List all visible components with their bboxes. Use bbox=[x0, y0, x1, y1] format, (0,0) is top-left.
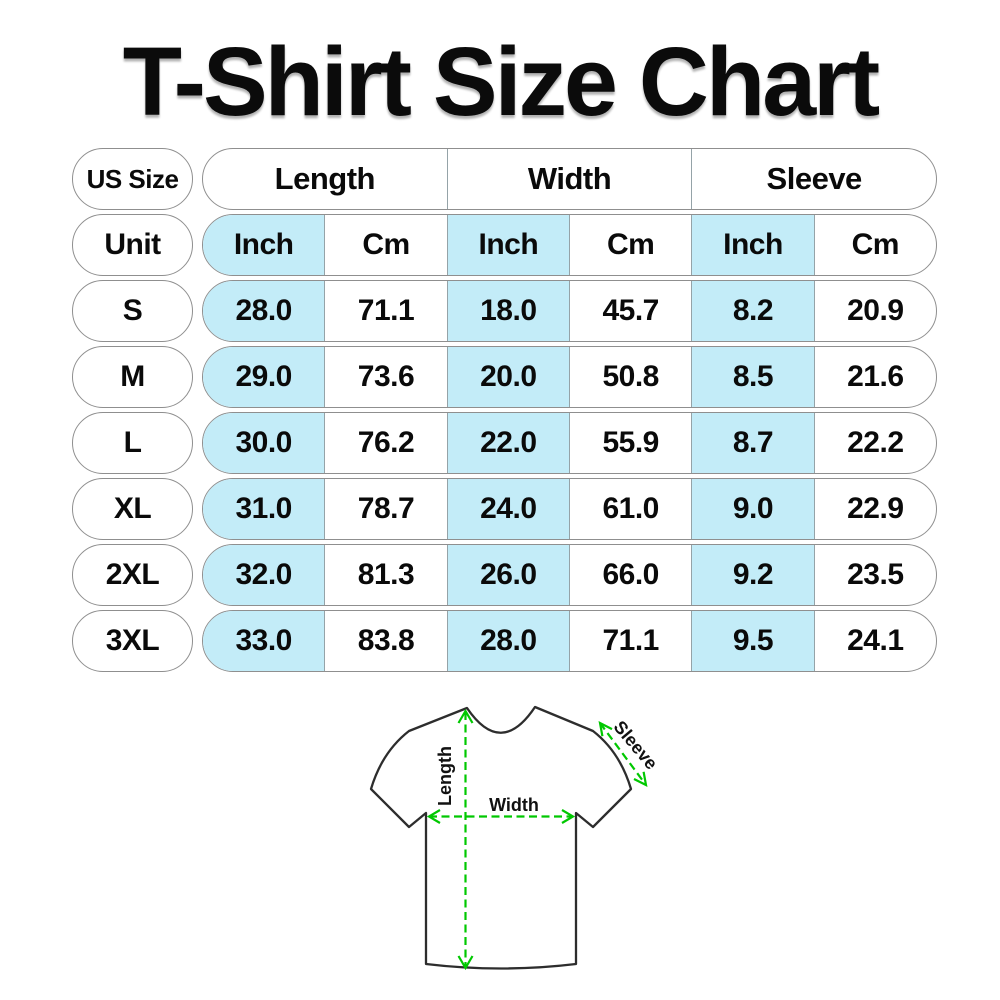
cell-sleeve-cm: 21.6 bbox=[847, 360, 904, 393]
size-row-values: 32.0 81.3 26.0 66.0 9.2 23.5 bbox=[202, 544, 937, 606]
length-arrow bbox=[457, 708, 474, 971]
cell-length-cm: 76.2 bbox=[325, 413, 448, 473]
group-header-length: Length bbox=[203, 149, 448, 209]
size-table: US Size Length Width Sleeve Unit Inch Cm… bbox=[72, 148, 937, 672]
cell-sleeve-cm: 20.9 bbox=[847, 294, 904, 327]
cell-sleeve-inch: 8.7 bbox=[692, 413, 815, 473]
size-label: 2XL bbox=[72, 544, 193, 606]
cell-width-inch: 26.0 bbox=[447, 545, 570, 605]
cell-width-cm: 45.7 bbox=[570, 281, 693, 341]
cell-width-cm: 50.8 bbox=[570, 347, 693, 407]
cell-length-cm: 81.3 bbox=[325, 545, 448, 605]
cell-width-inch: 20.0 bbox=[447, 347, 570, 407]
cell-sleeve-inch: 9.2 bbox=[692, 545, 815, 605]
length-arrow-label: Length bbox=[435, 746, 455, 806]
cell-width-cm: 55.9 bbox=[570, 413, 693, 473]
unit-cell-width-cm: Cm bbox=[570, 215, 693, 275]
size-row-l: L 30.0 76.2 22.0 55.9 8.7 22.2 bbox=[72, 412, 937, 474]
size-row-2xl: 2XL 32.0 81.3 26.0 66.0 9.2 23.5 bbox=[72, 544, 937, 606]
size-row-s: S 28.0 71.1 18.0 45.7 8.2 20.9 bbox=[72, 280, 937, 342]
unit-cell-sleeve-cm: Cm bbox=[851, 228, 900, 261]
cell-width-inch: 24.0 bbox=[447, 479, 570, 539]
width-arrow-label: Width bbox=[489, 795, 539, 815]
size-row-m: M 29.0 73.6 20.0 50.8 8.5 21.6 bbox=[72, 346, 937, 408]
unit-cell-length-inch: Inch bbox=[203, 215, 326, 275]
cell-length-cm: 83.8 bbox=[325, 611, 448, 671]
cell-length-inch: 31.0 bbox=[203, 479, 326, 539]
size-label: XL bbox=[72, 478, 193, 540]
width-arrow bbox=[426, 809, 576, 824]
table-header-row: US Size Length Width Sleeve bbox=[72, 148, 937, 210]
cell-length-inch: 30.0 bbox=[203, 413, 326, 473]
cell-length-inch: 29.0 bbox=[203, 347, 326, 407]
cell-length-inch: 33.0 bbox=[203, 611, 326, 671]
size-row-values: 28.0 71.1 18.0 45.7 8.2 20.9 bbox=[202, 280, 937, 342]
cell-length-cm: 73.6 bbox=[325, 347, 448, 407]
cell-sleeve-inch: 9.0 bbox=[692, 479, 815, 539]
size-row-values: 33.0 83.8 28.0 71.1 9.5 24.1 bbox=[202, 610, 937, 672]
cell-sleeve-cm: 22.2 bbox=[847, 426, 904, 459]
size-row-values: 31.0 78.7 24.0 61.0 9.0 22.9 bbox=[202, 478, 937, 540]
cell-width-inch: 28.0 bbox=[447, 611, 570, 671]
cell-width-inch: 18.0 bbox=[447, 281, 570, 341]
unit-cell-length-cm: Cm bbox=[325, 215, 448, 275]
unit-block: Inch Cm Inch Cm Inch Cm bbox=[202, 214, 937, 276]
tshirt-outline bbox=[369, 705, 633, 970]
size-label: L bbox=[72, 412, 193, 474]
size-label: M bbox=[72, 346, 193, 408]
page-title: T-Shirt Size Chart bbox=[122, 27, 880, 136]
cell-sleeve-cm: 22.9 bbox=[847, 492, 904, 525]
cell-length-cm: 78.7 bbox=[325, 479, 448, 539]
unit-cell-sleeve-inch: Inch bbox=[692, 215, 815, 275]
size-row-values: 29.0 73.6 20.0 50.8 8.5 21.6 bbox=[202, 346, 937, 408]
size-label: S bbox=[72, 280, 193, 342]
cell-length-inch: 32.0 bbox=[203, 545, 326, 605]
cell-width-cm: 66.0 bbox=[570, 545, 693, 605]
cell-sleeve-cm: 24.1 bbox=[847, 624, 904, 657]
group-header-block: Length Width Sleeve bbox=[202, 148, 937, 210]
unit-row: Unit Inch Cm Inch Cm Inch Cm bbox=[72, 214, 937, 276]
tshirt-diagram: Length Width Sleeve bbox=[369, 705, 662, 971]
size-row-xl: XL 31.0 78.7 24.0 61.0 9.0 22.9 bbox=[72, 478, 937, 540]
cell-width-cm: 61.0 bbox=[570, 479, 693, 539]
unit-cell-width-inch: Inch bbox=[447, 215, 570, 275]
size-label: 3XL bbox=[72, 610, 193, 672]
cell-sleeve-inch: 9.5 bbox=[692, 611, 815, 671]
cell-sleeve-inch: 8.5 bbox=[692, 347, 815, 407]
cell-width-cm: 71.1 bbox=[570, 611, 693, 671]
group-header-width: Width bbox=[448, 149, 693, 209]
sleeve-arrow bbox=[598, 721, 648, 787]
size-row-3xl: 3XL 33.0 83.8 28.0 71.1 9.5 24.1 bbox=[72, 610, 937, 672]
cell-length-inch: 28.0 bbox=[203, 281, 326, 341]
cell-length-cm: 71.1 bbox=[325, 281, 448, 341]
corner-header: US Size bbox=[72, 148, 193, 210]
cell-width-inch: 22.0 bbox=[447, 413, 570, 473]
unit-label: Unit bbox=[72, 214, 193, 276]
cell-sleeve-inch: 8.2 bbox=[692, 281, 815, 341]
cell-sleeve-cm: 23.5 bbox=[847, 558, 904, 591]
size-row-values: 30.0 76.2 22.0 55.9 8.7 22.2 bbox=[202, 412, 937, 474]
group-header-sleeve: Sleeve bbox=[766, 161, 863, 196]
